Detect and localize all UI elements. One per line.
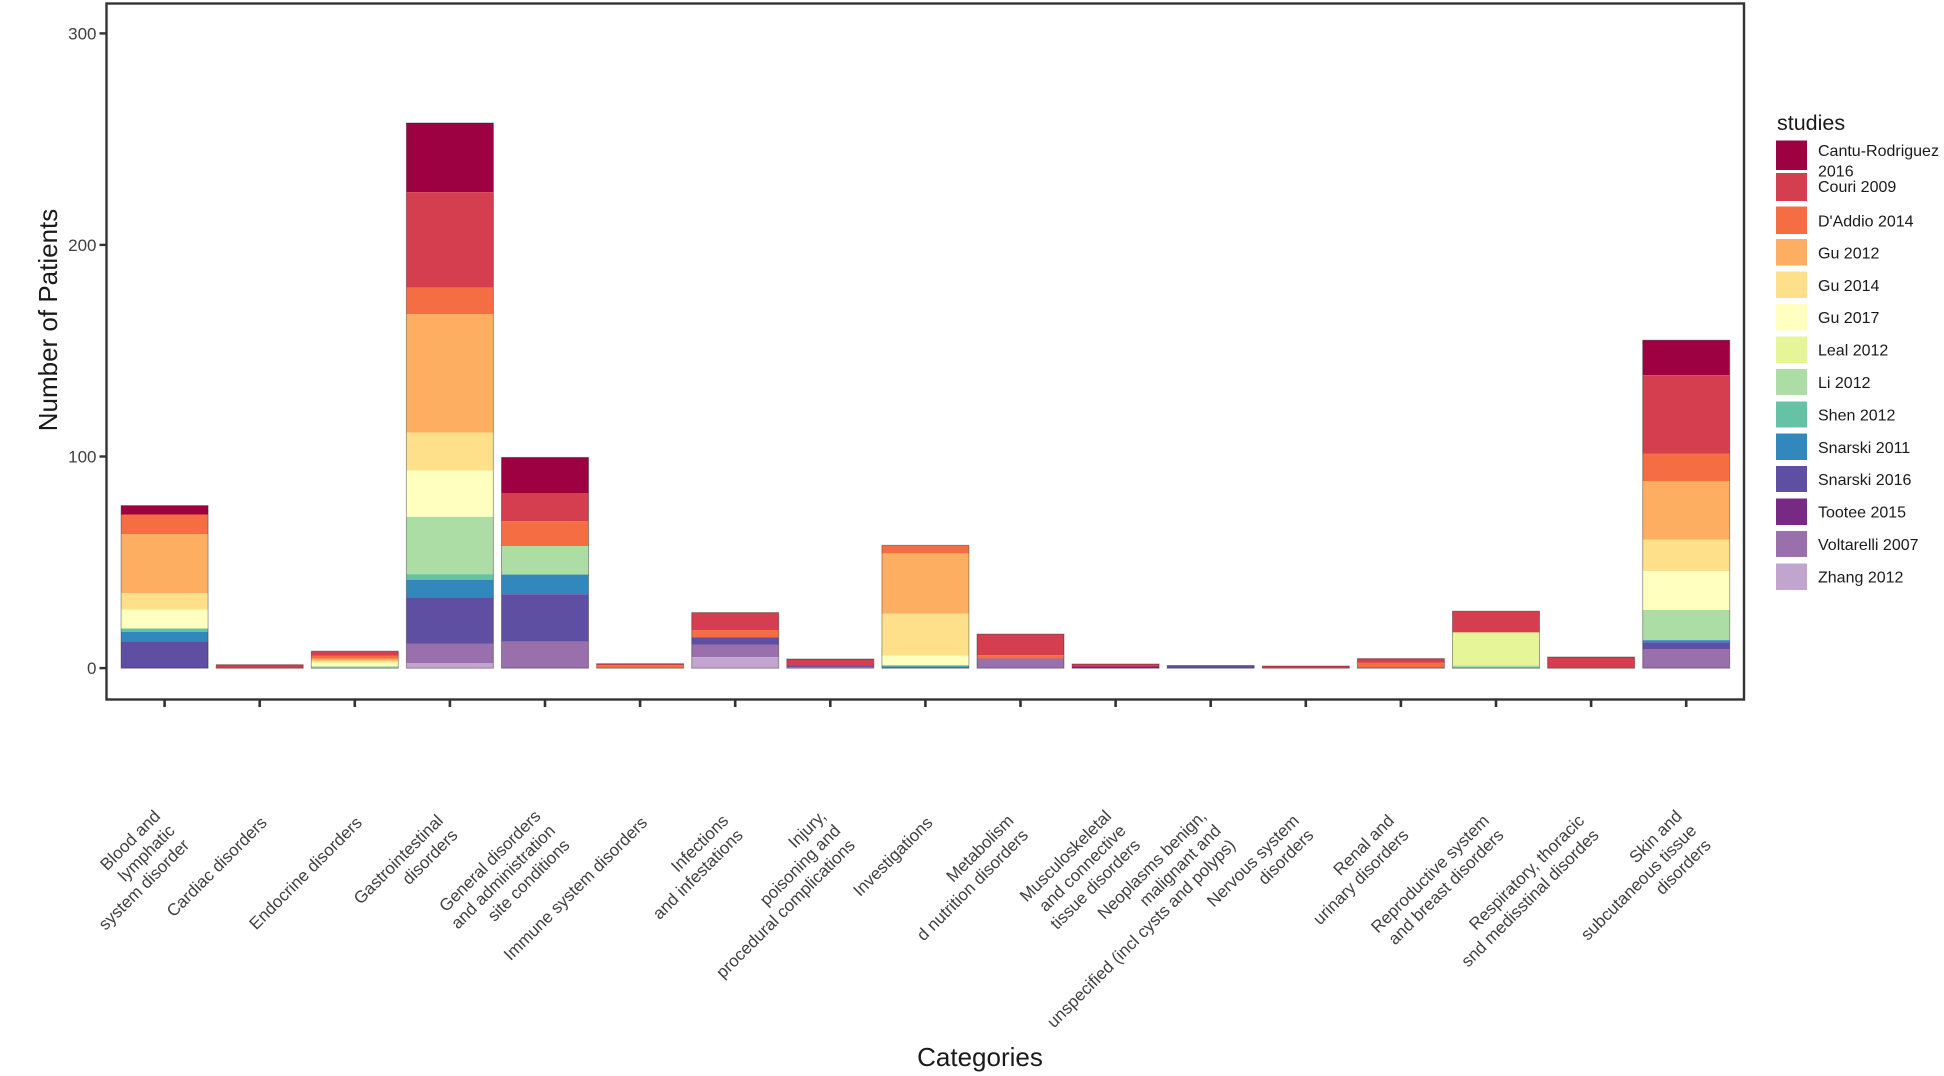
svg-text:Categories: Categories (917, 1042, 1043, 1072)
svg-text:D'Addio 2014: D'Addio 2014 (1818, 214, 1914, 231)
svg-text:Snarski 2016: Snarski 2016 (1818, 472, 1911, 489)
svg-text:Gu 2012: Gu 2012 (1818, 246, 1879, 263)
svg-text:Gu 2014: Gu 2014 (1818, 278, 1879, 295)
svg-text:200: 200 (68, 236, 96, 255)
svg-text:Voltarelli 2007: Voltarelli 2007 (1818, 537, 1919, 554)
svg-text:Number of Patients: Number of Patients (33, 209, 63, 432)
svg-text:2016: 2016 (1818, 164, 1854, 181)
svg-text:Leal 2012: Leal 2012 (1818, 343, 1888, 360)
svg-text:Gu 2017: Gu 2017 (1818, 310, 1879, 327)
svg-text:Tootee 2015: Tootee 2015 (1818, 505, 1906, 522)
svg-text:studies: studies (1777, 111, 1845, 135)
svg-text:Zhang 2012: Zhang 2012 (1818, 570, 1904, 587)
svg-text:0: 0 (87, 659, 96, 678)
svg-text:Li 2012: Li 2012 (1818, 375, 1871, 392)
svg-text:300: 300 (68, 25, 96, 44)
svg-text:Shen 2012: Shen 2012 (1818, 407, 1896, 424)
svg-text:100: 100 (68, 448, 96, 467)
svg-text:Snarski 2011: Snarski 2011 (1818, 440, 1910, 457)
svg-text:Cantu-Rodriguez: Cantu-Rodriguez (1818, 143, 1939, 160)
svg-text:Couri 2009: Couri 2009 (1818, 179, 1896, 196)
